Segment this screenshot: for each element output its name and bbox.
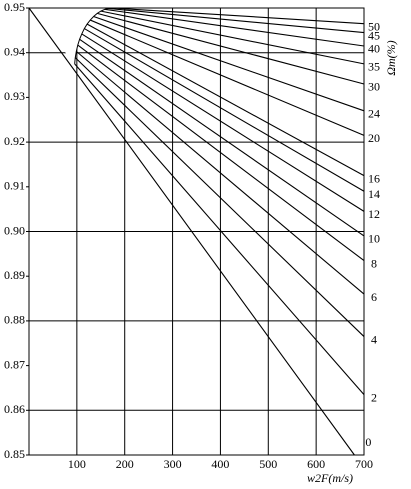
y-tick-label: 0.91	[4, 179, 25, 193]
y-axis-label: Ωm(%)	[384, 40, 398, 75]
line-label: 0	[365, 435, 371, 449]
series-line	[93, 15, 365, 112]
line-label: 24	[368, 107, 380, 121]
series-line	[84, 28, 365, 192]
y-tick-label: 0.87	[4, 357, 25, 371]
line-label: 14	[368, 187, 380, 201]
x-tick-label: 100	[68, 457, 86, 471]
series-line	[108, 7, 365, 34]
line-label: 6	[371, 290, 377, 304]
line-label: 35	[368, 60, 380, 74]
y-tick-label: 0.89	[4, 268, 25, 282]
line-label: 8	[371, 256, 377, 270]
line-label: 4	[371, 332, 377, 346]
y-tick-label: 0.92	[4, 134, 25, 148]
y-tick-label: 0.88	[4, 313, 25, 327]
line-label: 50	[368, 19, 380, 33]
y-tick-label: 0.93	[4, 89, 25, 103]
y-tick-label: 0.85	[4, 447, 25, 461]
series-line	[97, 12, 365, 85]
line-label: 45	[368, 28, 380, 42]
y-tick-label: 0.90	[4, 223, 25, 237]
y-tick-label: 0.95	[4, 0, 25, 14]
series-line	[77, 44, 365, 261]
series-line	[86, 23, 365, 177]
series-line	[74, 57, 365, 337]
x-tick-label: 200	[116, 457, 134, 471]
series-line	[112, 7, 365, 25]
x-tick-label: 500	[259, 457, 277, 471]
y-tick-label: 0.94	[4, 44, 25, 58]
line-label: 30	[368, 80, 380, 94]
arc-region	[29, 8, 113, 64]
line-label: 16	[368, 171, 380, 185]
x-axis-label: w2F(m/s)	[307, 471, 353, 485]
line-label: 40	[368, 42, 380, 56]
x-tick-label: 600	[307, 457, 325, 471]
series-line	[74, 63, 365, 396]
series-line	[100, 10, 365, 65]
x-tick-label: 700	[355, 457, 373, 471]
series-line	[75, 50, 365, 295]
x-tick-label: 300	[164, 457, 182, 471]
plot-frame	[28, 7, 365, 456]
x-tick-label: 400	[211, 457, 229, 471]
series-line	[28, 7, 355, 456]
line-label: 20	[368, 131, 380, 145]
line-label: 12	[368, 207, 380, 221]
series-line	[81, 33, 365, 212]
series-line	[90, 19, 365, 136]
y-tick-label: 0.86	[4, 402, 25, 416]
line-label: 2	[371, 390, 377, 404]
series-line	[104, 8, 365, 47]
line-label: 10	[368, 232, 380, 246]
series-line	[79, 38, 365, 237]
